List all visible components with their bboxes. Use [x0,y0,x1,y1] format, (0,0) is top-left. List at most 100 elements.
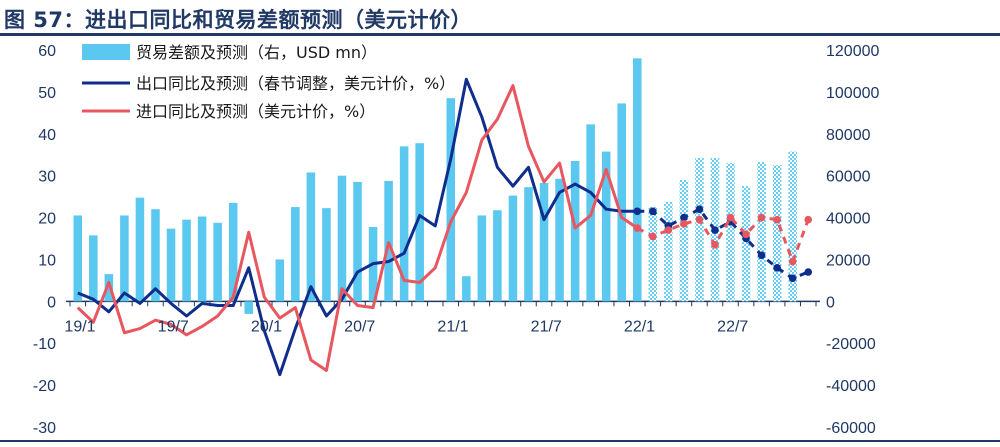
trade-balance-bar [679,179,689,302]
trade-balance-bar [337,175,347,302]
trade-balance-bar [151,209,160,302]
trade-balance-bar [384,180,393,302]
trade-balance-bar [446,98,456,302]
bottom-rule [0,440,1000,442]
y-right-tick-label: -60000 [826,420,876,437]
trade-balance-bar [539,182,549,302]
exports-forecast-point [788,274,797,283]
trade-balance-bar [477,215,487,302]
y-right-tick-label: 40000 [826,211,871,228]
y-left-tick-label: 20 [38,211,56,228]
trade-balance-bar [570,161,580,302]
imports-forecast-point [788,257,797,266]
exports-forecast-point [695,205,704,213]
legend-label-imports: 进口同比及预测（美元计价，%） [136,102,375,121]
trade-balance-bar [104,274,114,302]
y-right-tick-label: -20000 [826,336,876,353]
imports-forecast-line [636,215,810,266]
y-left-tick-label: 50 [38,85,56,102]
trade-balance-bar [213,222,222,302]
y-right-tick-label: 60000 [826,169,871,186]
trade-balance-bar [322,208,331,302]
trade-balance-bar [524,187,533,302]
chart-title: 图 57：进出口同比和贸易差额预测（美元计价） [4,8,473,32]
imports-forecast-point [773,215,781,224]
trade-balance-bar [648,207,658,302]
title-rule [0,33,1000,36]
trade-balance-bar [555,178,564,302]
imports-forecast-point [680,220,688,228]
exports-forecast-point [680,213,688,222]
trade-balance-bar [788,151,797,302]
exports-forecast-point [633,207,642,216]
x-tick-label: 21/7 [531,318,562,335]
trade-balance-bar [135,197,145,302]
trade-balance-bar [695,157,704,302]
imports-forecast-point [695,215,704,224]
trade-balance-bar [508,195,518,302]
exports-forecast-point [711,226,719,234]
y-right-tick-label: 80000 [826,127,871,144]
trade-balance-bar [741,186,751,302]
y-left-tick-label: 40 [38,127,56,144]
imports-forecast-point [726,213,735,222]
tick-labels-group: 60 50 40 30 20 10 0 -10 -20 -30 120000 100000 80000 6… [33,43,880,437]
trade-balance-bar [399,146,409,302]
y-left-tick-label: 10 [38,252,56,269]
legend-label-exports: 出口同比及预测（春节调整，美元计价，%） [136,74,455,93]
trade-balance-bar [726,163,735,302]
imports-forecast-point [742,230,750,239]
y-left-tick-label: -10 [33,336,56,353]
exports-forecast-line [637,207,809,280]
x-tick-label: 22/1 [624,318,655,335]
y-right-tick-label: 0 [826,294,835,311]
legend-label-trade: 贸易差额及预测（右，USD mn） [136,43,377,62]
trade-balance-bar [228,202,238,302]
legend: 贸易差额及预测（右，USD mn） 出口同比及预测（春节调整，美元计价，%） 进… [82,43,455,121]
y-left-tick-label: -20 [33,378,56,395]
imports-forecast-point [664,226,673,234]
trade-balance-bar [353,181,362,302]
imports-actual-line [76,84,639,372]
trade-balance-bar [601,151,611,302]
legend-swatch-trade [82,44,130,60]
trade-balance-bar [617,103,627,302]
imports-forecast-point [757,213,766,222]
exports-actual-line [77,77,638,377]
trade-balance-bar [306,172,316,302]
bar-series-trade-balance [73,58,797,314]
exports-forecast-point [773,264,781,272]
imports-forecast-point [649,232,657,241]
line-series-group [76,77,813,377]
y-right-tick-label: 20000 [826,252,871,269]
y-left-tick-label: 0 [47,294,56,311]
trade-balance-bar [462,276,471,302]
trade-balance-bar [772,165,782,302]
trade-balance-bar [120,215,129,302]
x-tick-label: 19/1 [64,318,95,335]
trade-balance-bar [664,201,673,302]
trade-balance-bar [275,259,285,302]
y-left-tick-label: -30 [33,420,56,437]
y-left-tick-label: 30 [38,169,56,186]
exports-forecast-point [804,268,813,276]
x-tick-label: 22/7 [717,318,748,335]
axes-group [66,300,820,307]
imports-forecast-point [711,240,719,249]
trade-balance-bar [244,301,254,314]
imports-forecast-point [804,215,813,224]
y-right-tick-label: 100000 [826,85,879,102]
trade-balance-bar [632,58,642,302]
trade-balance-bar [89,235,98,302]
x-tick-label: 20/7 [344,318,375,335]
trade-balance-bar [415,143,424,302]
exports-forecast-point [757,251,766,260]
x-tick-label: 21/1 [437,318,468,335]
trade-balance-bar [757,162,766,302]
trade-balance-bar [182,219,191,302]
trade-balance-bar [197,216,207,302]
trade-balance-bar [73,215,83,302]
y-right-tick-label: -40000 [826,378,876,395]
y-right-tick-label: 120000 [826,43,879,60]
